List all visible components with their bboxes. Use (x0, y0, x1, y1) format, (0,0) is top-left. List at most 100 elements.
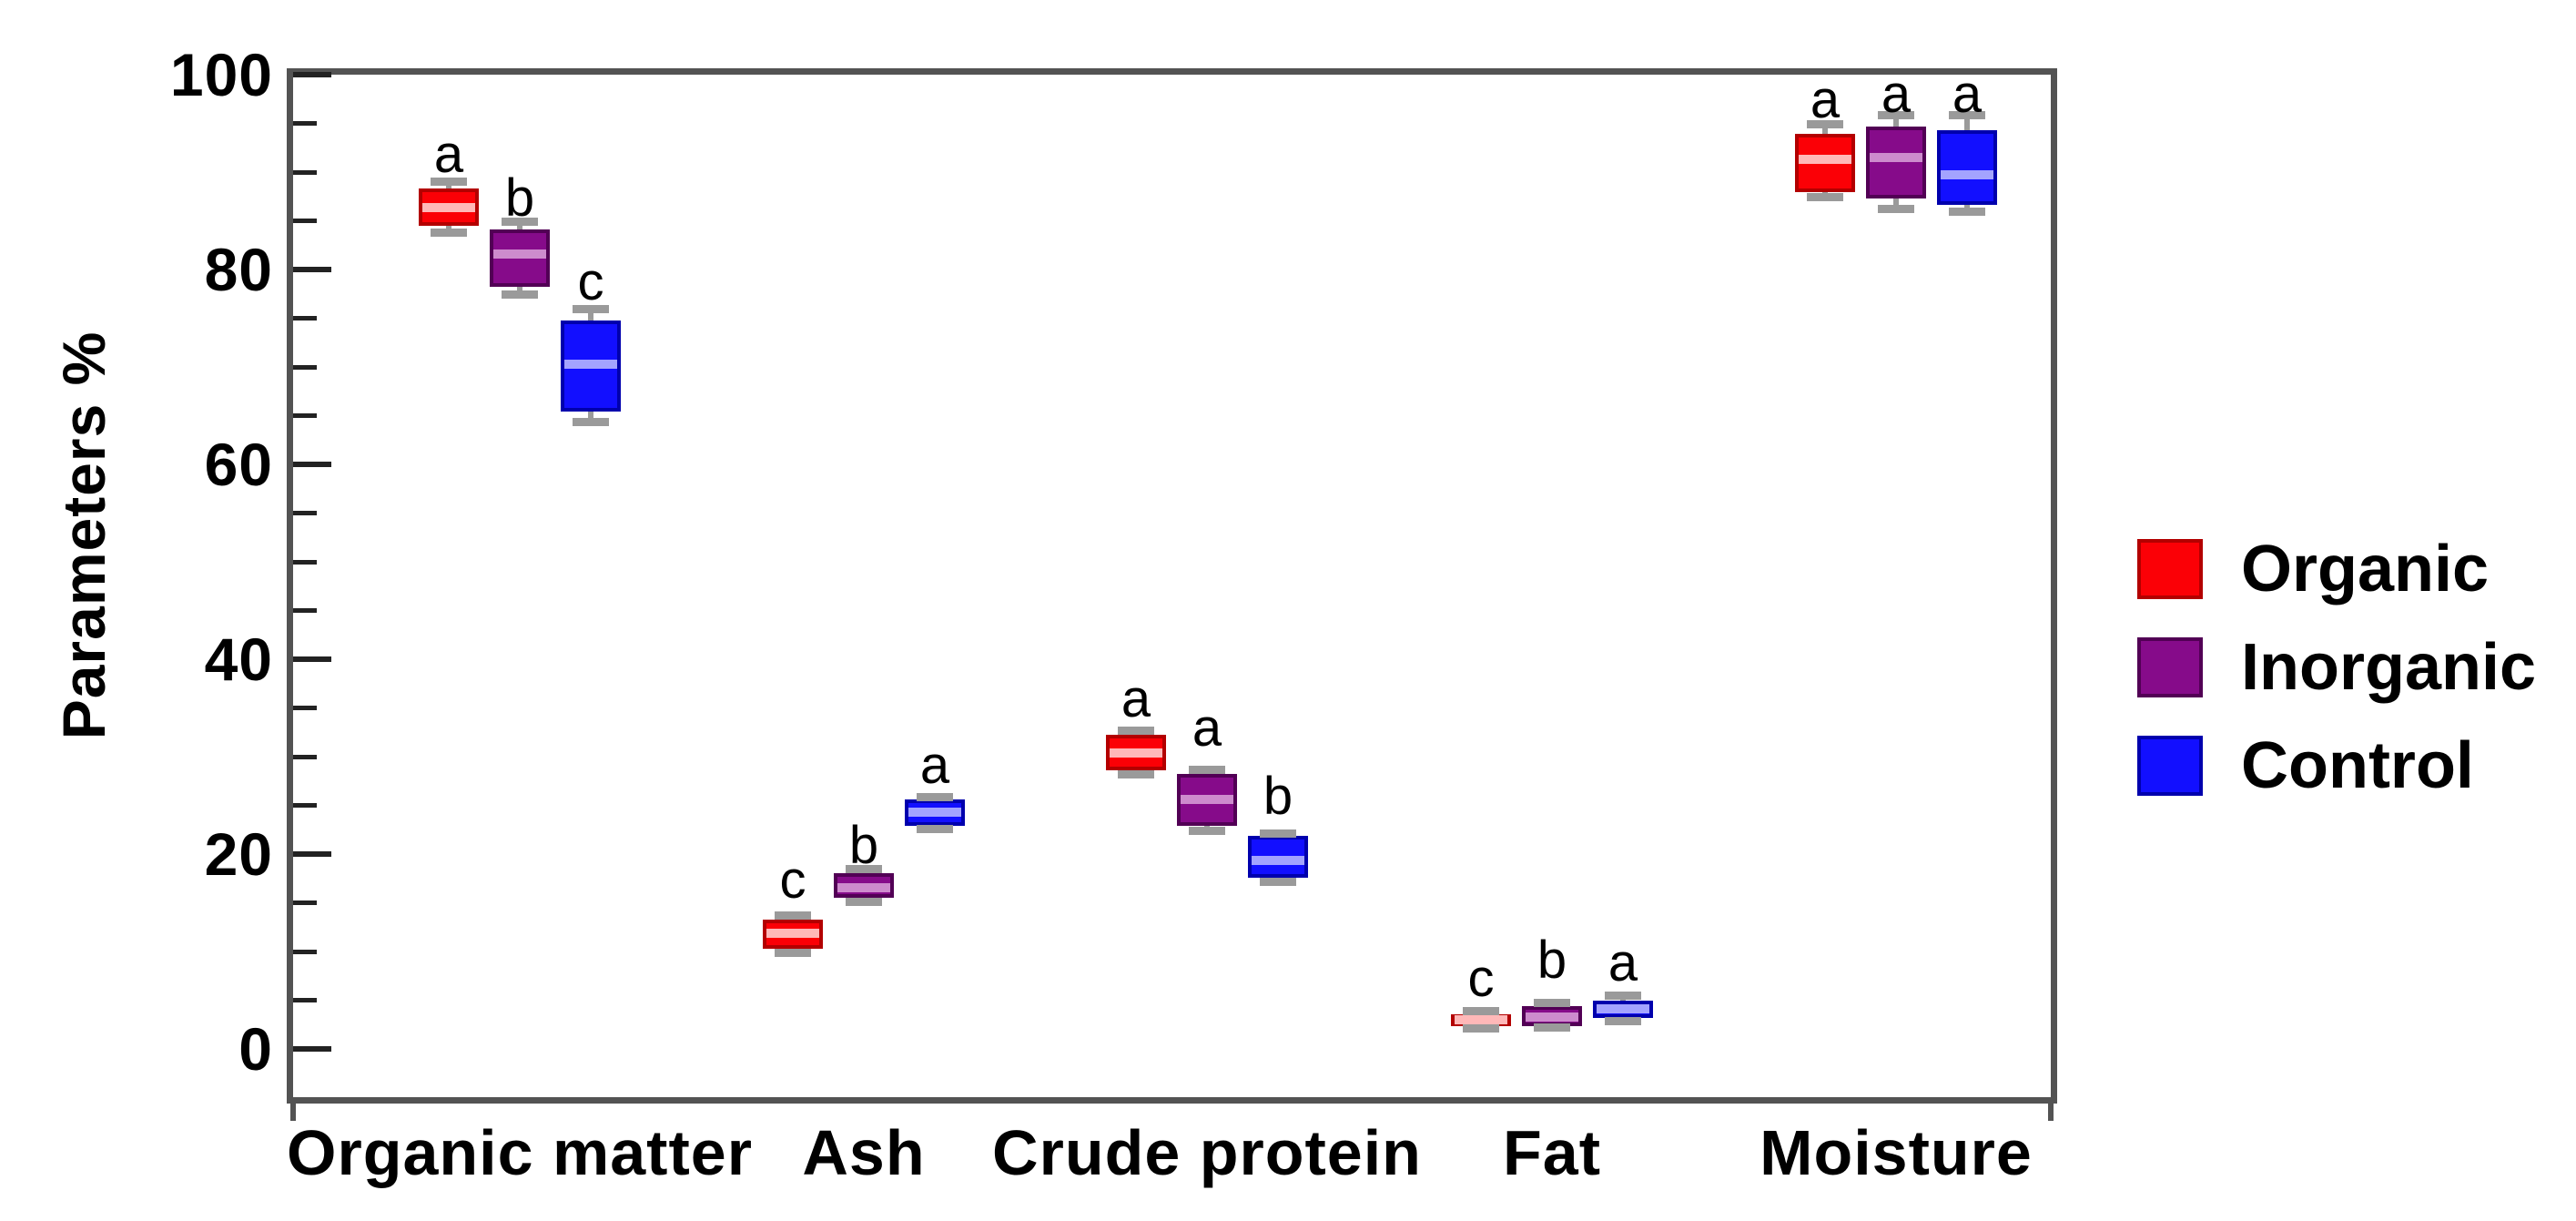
median-line (1799, 155, 1851, 165)
median-line (493, 249, 546, 259)
y-minor-tick (293, 559, 317, 565)
y-major-tick (293, 462, 331, 468)
whisker-cap-bottom (1807, 193, 1843, 202)
legend-item: Inorganic (2137, 631, 2537, 704)
legend-label: Organic (2241, 533, 2490, 605)
significance-letter: c (1467, 949, 1495, 1009)
x-category-label: Organic matter (287, 1117, 753, 1188)
whisker-cap-bottom (1463, 1024, 1499, 1033)
y-minor-tick (293, 169, 317, 175)
median-line (1181, 795, 1233, 805)
box (1866, 126, 1926, 198)
median-line (1455, 1015, 1507, 1025)
x-category-label: Ash (802, 1117, 926, 1188)
significance-letter: a (919, 735, 950, 795)
x-axis-tick (2048, 1097, 2054, 1121)
whisker-cap-top (431, 178, 467, 187)
y-tick-label: 20 (204, 820, 273, 889)
box (1937, 130, 1997, 206)
y-minor-tick (293, 219, 317, 224)
x-axis-tick (290, 1097, 296, 1121)
whisker-cap-top (1260, 829, 1296, 839)
whisker-cap-bottom (846, 898, 882, 907)
x-category-label: Crude protein (992, 1117, 1422, 1188)
legend-label: Control (2241, 729, 2474, 802)
significance-letter: a (1952, 65, 1983, 125)
median-line (908, 808, 961, 818)
y-major-tick (293, 72, 331, 77)
whisker-cap-bottom (1118, 769, 1154, 778)
significance-letter: b (1263, 767, 1293, 827)
whisker-cap-bottom (1189, 827, 1225, 836)
y-tick-label: 0 (238, 1015, 273, 1084)
median-line (1110, 748, 1162, 758)
whisker-cap-bottom (1534, 1023, 1570, 1033)
whisker-cap-top (1463, 1007, 1499, 1016)
y-minor-tick (293, 413, 317, 419)
y-major-tick (293, 267, 331, 273)
whisker-cap-top (1189, 765, 1225, 774)
whisker-cap-top (917, 792, 953, 801)
whisker-cap-bottom (502, 290, 538, 300)
significance-letter: c (577, 251, 604, 311)
y-tick-label: 40 (204, 626, 273, 694)
whisker-cap-top (502, 218, 538, 227)
y-major-tick (293, 1046, 331, 1053)
whisker-cap-top (1878, 111, 1914, 120)
significance-letter: a (1607, 933, 1638, 993)
legend-swatch (2137, 539, 2203, 599)
y-major-tick (293, 851, 331, 858)
whisker-cap-bottom (431, 228, 467, 237)
whisker-cap-top (573, 305, 609, 314)
significance-letter: a (1192, 698, 1222, 758)
legend-label: Inorganic (2241, 631, 2537, 704)
whisker-cap-bottom (917, 824, 953, 833)
significance-letter: a (1881, 65, 1912, 125)
median-line (837, 882, 890, 892)
significance-letter: b (1536, 930, 1567, 990)
whisker-cap-top (1118, 726, 1154, 735)
whisker-cap-top (1605, 991, 1641, 1000)
whisker-cap-bottom (1605, 1016, 1641, 1025)
y-minor-tick (293, 608, 317, 614)
significance-letter: a (1121, 669, 1151, 729)
whisker-cap-bottom (1878, 205, 1914, 214)
x-category-label: Fat (1503, 1117, 1601, 1188)
y-minor-tick (293, 121, 317, 126)
y-minor-tick (293, 998, 317, 1003)
median-line (1526, 1012, 1578, 1022)
whisker-cap-bottom (775, 948, 811, 957)
y-tick-label: 100 (169, 41, 273, 108)
y-minor-tick (293, 754, 317, 759)
median-line (1597, 1004, 1649, 1014)
legend-item: Control (2137, 729, 2474, 802)
whisker-cap-top (1534, 999, 1570, 1008)
legend-item: Organic (2137, 533, 2490, 605)
significance-letter: b (504, 168, 535, 228)
median-line (766, 928, 819, 938)
whisker-cap-top (1949, 111, 1985, 120)
significance-letter: c (779, 850, 806, 911)
legend-swatch (2137, 736, 2203, 796)
median-line (1252, 855, 1304, 865)
y-minor-tick (293, 900, 317, 906)
y-minor-tick (293, 706, 317, 711)
whisker-cap-bottom (1260, 877, 1296, 886)
y-minor-tick (293, 949, 317, 954)
whisker-cap-bottom (573, 417, 609, 426)
legend-swatch (2137, 637, 2203, 697)
median-line (422, 202, 475, 212)
y-tick-label: 60 (204, 431, 273, 499)
median-line (1870, 152, 1922, 162)
whisker-cap-top (775, 911, 811, 921)
y-major-tick (293, 656, 331, 663)
significance-letter: a (433, 124, 464, 184)
whisker-cap-bottom (1949, 208, 1985, 217)
median-line (1941, 170, 1993, 180)
whisker-cap-top (846, 864, 882, 873)
y-minor-tick (293, 803, 317, 809)
y-minor-tick (293, 511, 317, 516)
significance-letter: b (848, 815, 879, 875)
